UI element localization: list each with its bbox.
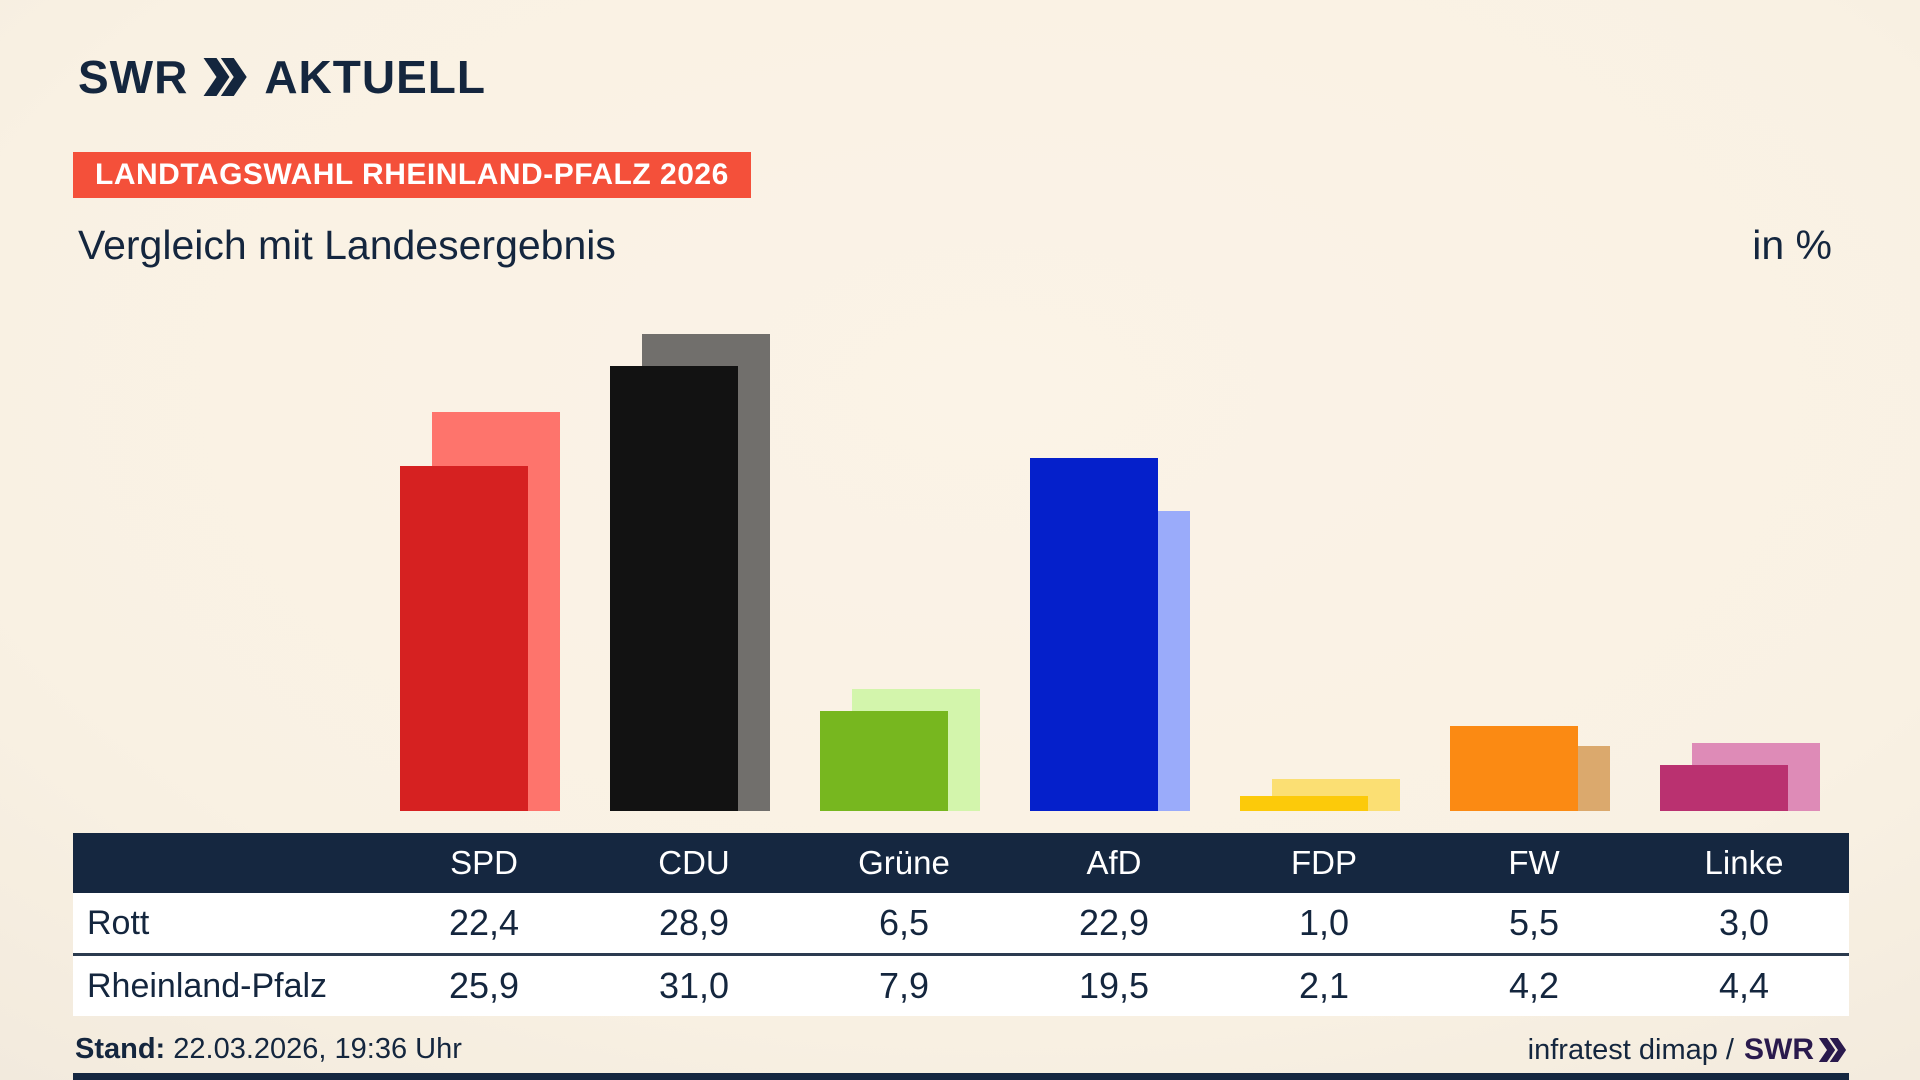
bar-fdp-rott: [1240, 796, 1368, 811]
column-header-grüne: Grüne: [858, 844, 950, 881]
source-credit: infratest dimap / SWR: [1528, 1033, 1848, 1067]
row-label: Rheinland-Pfalz: [87, 966, 328, 1005]
timestamp: Stand: 22.03.2026, 19:36 Uhr: [75, 1033, 462, 1066]
column-header-afd: AfD: [1086, 844, 1142, 881]
table-row-rheinland-pfalz: Rheinland-Pfalz 25,9 31,0 7,9 19,5 2,1 4,2 4,4: [73, 956, 1849, 1016]
bar-cdu-rott: [610, 366, 738, 811]
bar-spd-rott: [400, 466, 528, 811]
value-fdp-rheinland-pfalz: 2,1: [1298, 965, 1350, 1006]
column-header-cdu: CDU: [658, 844, 730, 881]
double-chevron-icon: [200, 58, 252, 96]
double-chevron-icon: [1818, 1038, 1847, 1062]
election-badge: LANDTAGSWAHL RHEINLAND-PFALZ 2026: [73, 152, 751, 198]
value-cdu-rott: 28,9: [658, 902, 730, 943]
unit-label: in %: [1752, 222, 1832, 268]
bar-linke-rott: [1660, 765, 1788, 811]
timestamp-value: 22.03.2026, 19:36 Uhr: [165, 1033, 462, 1065]
source-text: infratest dimap /: [1527, 1033, 1734, 1066]
column-header-fdp: FDP: [1291, 844, 1357, 881]
source-swr-text: SWR: [1744, 1033, 1814, 1066]
value-linke-rott: 3,0: [1718, 902, 1770, 943]
bar-fw-rott: [1450, 726, 1578, 811]
table-header-row: SPD CDU Grüne AfD FDP FW Linke: [73, 833, 1849, 893]
aktuell-logo-text: AKTUELL: [264, 51, 486, 103]
value-afd-rheinland-pfalz: 19,5: [1078, 965, 1150, 1006]
table-row-rott: Rott 22,4 28,9 6,5 22,9 1,0 5,5 3,0: [73, 893, 1849, 953]
timestamp-label: Stand:: [75, 1033, 166, 1065]
bar-grüne-rott: [820, 711, 948, 811]
value-spd-rott: 22,4: [448, 902, 520, 943]
row-label: Rott: [87, 903, 150, 942]
column-header-fw: FW: [1508, 844, 1560, 881]
swr-aktuell-logo: SWR AKTUELL: [78, 51, 486, 103]
column-header-spd: SPD: [450, 844, 518, 881]
column-header-linke: Linke: [1704, 844, 1784, 881]
value-afd-rott: 22,9: [1078, 902, 1150, 943]
value-grüne-rheinland-pfalz: 7,9: [878, 965, 930, 1006]
value-linke-rheinland-pfalz: 4,4: [1718, 965, 1770, 1006]
value-grüne-rott: 6,5: [878, 902, 930, 943]
swr-logo-text: SWR: [78, 51, 189, 103]
value-fw-rott: 5,5: [1508, 902, 1560, 943]
page-title: Vergleich mit Landesergebnis: [78, 222, 616, 268]
value-fw-rheinland-pfalz: 4,2: [1508, 965, 1560, 1006]
bar-afd-rott: [1030, 458, 1158, 811]
result-table: SPD CDU Grüne AfD FDP FW Linke Rott 22,4 28,9 6,5 2…: [73, 833, 1849, 1016]
value-fdp-rott: 1,0: [1298, 902, 1350, 943]
source-swr-logo: SWR: [1744, 1033, 1848, 1067]
value-cdu-rheinland-pfalz: 31,0: [658, 965, 730, 1006]
row-separator: [73, 953, 1849, 956]
value-spd-rheinland-pfalz: 25,9: [448, 965, 520, 1006]
bottom-accent-bar: [73, 1073, 1849, 1080]
